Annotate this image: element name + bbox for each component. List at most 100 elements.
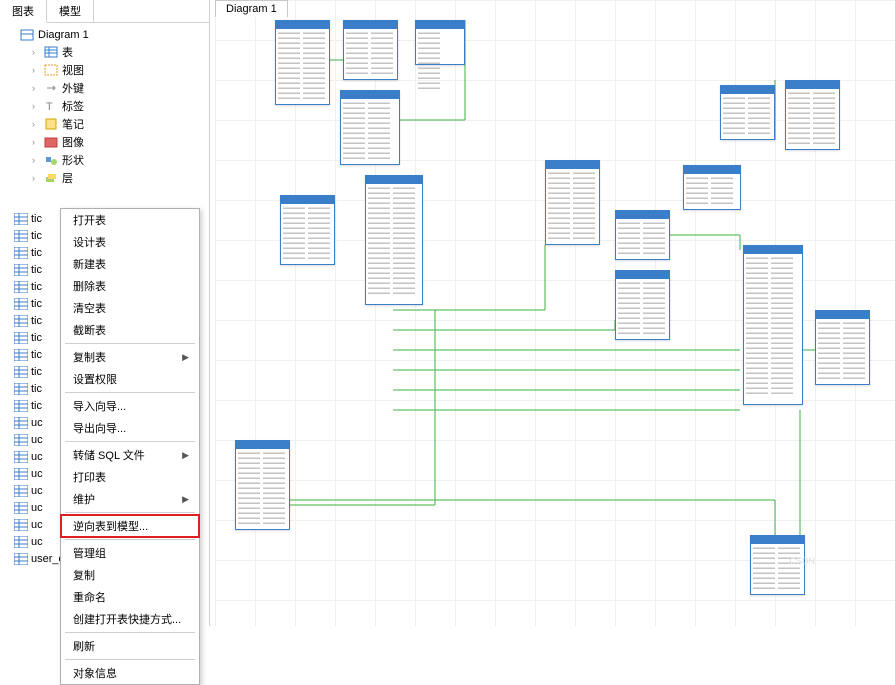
tree-item-labels[interactable]: ›T标签 (8, 97, 209, 115)
table-row[interactable]: tic (14, 227, 64, 244)
table-name: tic (31, 230, 42, 242)
ctx-print[interactable]: 打印表 (61, 466, 199, 488)
tree-item-views[interactable]: ›视图 (8, 61, 209, 79)
tab-diagram[interactable]: 图表 (0, 0, 47, 23)
ctx-delete[interactable]: 删除表 (61, 275, 199, 297)
entity-body: —— ———— ———— ———— ———— ———— ———— ———— ——… (816, 319, 869, 383)
ctx-exportwiz[interactable]: 导出向导... (61, 417, 199, 439)
ctx-copy[interactable]: 复制表▶ (61, 346, 199, 368)
entity-body: —— ———— ———— ———— ———— ———— ———— ———— ——… (344, 29, 397, 78)
table-name: tic (31, 298, 42, 310)
entity-body: —— ———— ———— ———— ———— ———— ———— ———— ——… (236, 449, 289, 528)
table-row[interactable]: uc (14, 414, 64, 431)
tree-item-label: 外键 (62, 80, 84, 96)
entity-e6[interactable]: —— ———— ———— ———— ———— ———— ———— ———— ——… (280, 195, 335, 265)
diagram-tab[interactable]: Diagram 1 (215, 0, 288, 17)
table-name: tic (31, 349, 42, 361)
tree-item-images[interactable]: ›图像 (8, 133, 209, 151)
table-row[interactable]: uc (14, 431, 64, 448)
entity-e13[interactable]: —— ———— ———— ———— ———— ———— ———— ———— ——… (743, 245, 803, 405)
label-icon: T (44, 99, 58, 113)
entity-e14[interactable]: —— ———— ———— ———— ———— ———— ———— ———— ——… (815, 310, 870, 385)
note-icon (44, 117, 58, 131)
table-row[interactable]: uc (14, 465, 64, 482)
chevron-right-icon: ▶ (182, 494, 189, 505)
table-row[interactable]: uc (14, 482, 64, 499)
table-name: tic (31, 315, 42, 327)
entity-e9[interactable]: —— ———— ———— ———— ———— ———— ———— ———— ——… (615, 270, 670, 340)
entity-e5[interactable]: —— ———— ———— ———— ———— ———— ———— ———— ——… (365, 175, 423, 305)
table-row[interactable]: uc (14, 533, 64, 550)
chevron-right-icon: ▶ (182, 450, 189, 461)
ctx-item-label: 对象信息 (73, 665, 117, 681)
ctx-design[interactable]: 设计表 (61, 231, 199, 253)
ctx-dumpsql[interactable]: 转储 SQL 文件▶ (61, 444, 199, 466)
entity-e3[interactable]: —— ———— ———— ———— ———— ———— ———— ———— ——… (340, 90, 400, 165)
ctx-importwiz[interactable]: 导入向导... (61, 395, 199, 417)
entity-body: —— ———— ———— ———— ———— ———— ———— ———— —— (721, 94, 774, 138)
tree-item-diagram1[interactable]: Diagram 1 (8, 27, 209, 43)
tree-item-tables[interactable]: ›表 (8, 43, 209, 61)
watermark: CSDN (789, 556, 815, 566)
entity-e8[interactable]: —— ———— ———— ———— ———— ———— ———— —— (615, 210, 670, 260)
entity-body: —— ———— ———— ———— ———— ———— —— (684, 174, 740, 208)
ctx-refresh[interactable]: 刷新 (61, 635, 199, 657)
tree-item-fks[interactable]: ›外键 (8, 79, 209, 97)
ctx-info[interactable]: 对象信息 (61, 662, 199, 684)
tab-model[interactable]: 模型 (47, 0, 94, 22)
table-name: tic (31, 213, 42, 225)
ctx-copy2[interactable]: 复制 (61, 564, 199, 586)
entity-e11[interactable]: —— ———— ———— ———— ———— ———— ———— ———— —— (720, 85, 775, 140)
ctx-perm[interactable]: 设置权限 (61, 368, 199, 390)
table-row[interactable]: tic (14, 397, 64, 414)
entity-body: —— ———— ———— ———— ———— ———— —— (416, 29, 464, 93)
ctx-rename[interactable]: 重命名 (61, 586, 199, 608)
ctx-new[interactable]: 新建表 (61, 253, 199, 275)
tree-item-shapes[interactable]: ›形状 (8, 151, 209, 169)
ctx-clear[interactable]: 清空表 (61, 297, 199, 319)
diagram-canvas[interactable]: —— ———— ———— ———— ———— ———— ———— ———— ——… (215, 20, 895, 626)
table-row[interactable]: tic (14, 329, 64, 346)
ctx-maint[interactable]: 维护▶ (61, 488, 199, 510)
entity-e4[interactable]: —— ———— ———— ———— ———— ———— —— (415, 20, 465, 65)
ctx-item-label: 复制表 (73, 349, 106, 365)
entity-e7[interactable]: —— ———— ———— ———— ———— ———— ———— ———— ——… (545, 160, 600, 245)
tree-item-notes[interactable]: ›笔记 (8, 115, 209, 133)
entity-e2[interactable]: —— ———— ———— ———— ———— ———— ———— ———— ——… (343, 20, 398, 80)
table-row[interactable]: uc (14, 448, 64, 465)
table-row[interactable]: tic (14, 278, 64, 295)
ctx-item-label: 截断表 (73, 322, 106, 338)
table-row[interactable]: tic (14, 312, 64, 329)
table-icon (44, 45, 58, 59)
ctx-item-label: 清空表 (73, 300, 106, 316)
entity-body: —— ———— ———— ———— ———— ———— ———— —— (616, 219, 669, 258)
entity-e15[interactable]: —— ———— ———— ———— ———— ———— ———— ———— ——… (235, 440, 290, 530)
entity-e12[interactable]: —— ———— ———— ———— ———— ———— ———— ———— ——… (785, 80, 840, 150)
ctx-item-label: 设置权限 (73, 371, 117, 387)
table-row[interactable]: tic (14, 380, 64, 397)
ctx-item-label: 导入向导... (73, 398, 126, 414)
entity-body: —— ———— ———— ———— ———— ———— ———— ———— ——… (786, 89, 839, 148)
table-row[interactable]: tic (14, 261, 64, 278)
ctx-reverse[interactable]: 逆向表到模型... (61, 515, 199, 537)
ctx-truncate[interactable]: 截断表 (61, 319, 199, 341)
entity-e1[interactable]: —— ———— ———— ———— ———— ———— ———— ———— ——… (275, 20, 330, 105)
table-row[interactable]: uc (14, 499, 64, 516)
ctx-open[interactable]: 打开表 (61, 209, 199, 231)
ctx-shortcut[interactable]: 创建打开表快捷方式... (61, 608, 199, 630)
table-row[interactable]: uc (14, 516, 64, 533)
table-row[interactable]: tic (14, 295, 64, 312)
tree-item-label: 标签 (62, 98, 84, 114)
table-row[interactable]: tic (14, 363, 64, 380)
table-row[interactable]: tic (14, 346, 64, 363)
tree-item-label: 图像 (62, 134, 84, 150)
tree-item-layers[interactable]: ›层 (8, 169, 209, 187)
entity-e10[interactable]: —— ———— ———— ———— ———— ———— —— (683, 165, 741, 210)
tree-item-label: 形状 (62, 152, 84, 168)
ctx-group[interactable]: 管理组 (61, 542, 199, 564)
table-row[interactable]: tic (14, 244, 64, 261)
table-name: tic (31, 383, 42, 395)
table-row[interactable]: tic (14, 210, 64, 227)
table-name: uc (31, 536, 43, 548)
tree-item-label: 层 (62, 170, 73, 186)
